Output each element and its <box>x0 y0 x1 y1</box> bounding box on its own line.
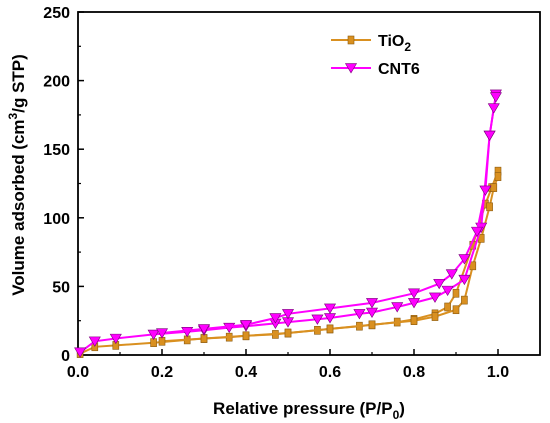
x-axis-title: Relative pressure (P/P0) <box>213 399 405 422</box>
cnt6-adsorption-point <box>74 347 87 358</box>
tio2-desorption-point <box>452 305 460 315</box>
cnt6-adsorption-point <box>458 274 471 286</box>
legend-item-tio2: TiO2 <box>331 33 411 54</box>
x-tick-label: 0.2 <box>151 364 173 381</box>
tio2-desorption-point <box>486 202 493 212</box>
tio2-adsorption-line <box>79 170 499 355</box>
x-tick-label: 0.4 <box>235 364 257 381</box>
cnt6-desorption-point <box>239 320 253 331</box>
tio2-adsorption-point <box>444 302 451 312</box>
cnt6-desorption-point <box>487 103 500 114</box>
plot-frame <box>77 11 541 356</box>
series-cnt6 <box>74 89 502 358</box>
legend-label-tio2: TiO2 <box>378 33 411 54</box>
cnt6-desorption-point <box>445 269 458 280</box>
tio2-desorption-point <box>494 172 502 181</box>
tio2-desorption-point <box>368 320 376 330</box>
cnt6-desorption-point <box>281 309 295 320</box>
legend-marker-tio2 <box>347 35 355 45</box>
tio2-desorption-point <box>410 316 418 326</box>
cnt6-adsorption-point <box>428 292 442 303</box>
cnt6-desorption-point <box>155 328 169 339</box>
cnt6-adsorption-point <box>441 285 454 297</box>
y-tick-label: 150 <box>43 142 70 159</box>
cnt6-desorption-point <box>197 324 211 335</box>
cnt6-desorption-point <box>458 254 471 265</box>
legend-label-cnt6: CNT6 <box>378 61 420 78</box>
y-axis: 0 50 100 150 200 250 <box>43 5 84 365</box>
tio2-desorption-point <box>242 331 250 341</box>
cnt6-desorption-point <box>489 92 502 103</box>
cnt6-desorption-line <box>161 96 497 334</box>
cnt6-desorption-point <box>365 298 379 309</box>
y-tick-label: 50 <box>52 279 70 296</box>
cnt6-desorption-point <box>433 278 446 290</box>
x-axis: 0.0 0.2 0.4 0.6 0.8 1.0 <box>67 349 509 381</box>
y-tick-label: 0 <box>61 348 70 365</box>
y-axis-title-superscript: 3 <box>6 112 20 119</box>
cnt6-adsorption-point <box>88 336 101 347</box>
cnt6-desorption-point <box>483 130 496 142</box>
cnt6-adsorption-point <box>311 314 324 325</box>
y-tick-label: 100 <box>43 211 70 228</box>
cnt6-desorption-point <box>470 226 484 238</box>
series-layer <box>74 89 502 358</box>
y-tick-label: 250 <box>43 5 70 22</box>
cnt6-desorption-point <box>269 313 282 324</box>
cnt6-adsorption-point <box>353 309 366 320</box>
x-axis-title-subscript: 0 <box>393 408 400 422</box>
cnt6-desorption-point <box>479 185 492 196</box>
y-tick-label: 200 <box>43 74 70 91</box>
x-tick-label: 1.0 <box>487 364 509 381</box>
tio2-desorption-point <box>431 312 439 321</box>
x-tick-label: 0.0 <box>67 364 89 381</box>
tio2-desorption-point <box>461 295 468 305</box>
tio2-adsorption-point <box>452 288 460 298</box>
legend-marker-point <box>347 35 355 45</box>
legend-item-cnt6: CNT6 <box>331 61 420 78</box>
series-tio2 <box>76 166 502 358</box>
cnt6-adsorption-point <box>147 329 160 340</box>
legend-marker-cnt6 <box>344 63 358 74</box>
tio2-desorption-point <box>490 183 498 192</box>
cnt6-desorption-point <box>407 288 421 299</box>
legend: TiO2 CNT6 <box>331 33 420 78</box>
x-tick-label: 0.8 <box>403 364 425 381</box>
tio2-desorption-point <box>326 324 334 334</box>
cnt6-adsorption-point <box>109 333 122 345</box>
x-tick-label: 0.6 <box>319 364 341 381</box>
y-axis-title: Volume adsorbed (cm3/g STP) <box>6 54 28 296</box>
legend-marker-point <box>344 63 358 74</box>
cnt6-desorption-point <box>323 303 337 314</box>
tio2-desorption-point <box>284 328 292 338</box>
cnt6-adsorption-point <box>391 302 404 313</box>
